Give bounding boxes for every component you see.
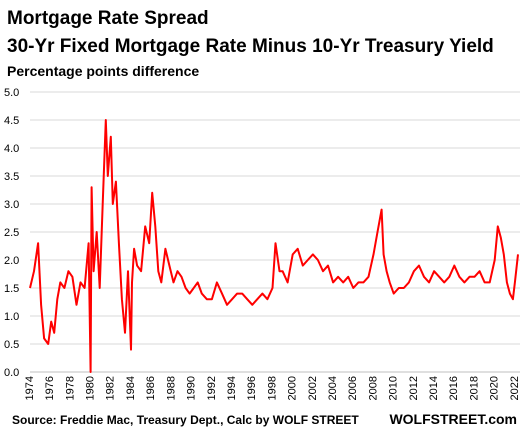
x-tick-label: 2012: [408, 376, 420, 400]
x-tick-label: 1988: [165, 376, 177, 400]
y-tick-label: 0.0: [4, 367, 19, 379]
x-axis-ticks: 1974 1976 1978 1980 1982 1984 1986 1988 1990 1992…: [24, 376, 521, 400]
x-tick-label: 2016: [448, 376, 460, 400]
y-axis-unit-label: Percentage points difference: [7, 63, 200, 79]
x-tick-label: 1992: [206, 376, 218, 400]
x-tick-label: 1982: [105, 376, 117, 400]
x-tick-label: 1996: [246, 376, 258, 400]
x-tick-label: 1990: [186, 376, 198, 400]
y-tick-label: 3.0: [4, 199, 19, 211]
x-tick-label: 2000: [287, 376, 299, 400]
series-line: [29, 119, 519, 373]
y-tick-label: 4.0: [4, 143, 19, 155]
x-tick-label: 1978: [64, 376, 76, 400]
x-tick-label: 2018: [468, 376, 480, 400]
x-tick-label: 1980: [85, 376, 97, 400]
x-tick-label: 1974: [24, 376, 36, 400]
x-tick-label: 2022: [509, 376, 521, 400]
x-tick-label: 2006: [347, 376, 359, 400]
y-tick-label: 2.5: [4, 227, 19, 239]
y-tick-label: 1.0: [4, 311, 19, 323]
brand-logo-text: WOLFSTREET.com: [389, 411, 517, 427]
x-tick-label: 2004: [327, 376, 339, 400]
y-axis-ticks: 0.0 0.5 1.0 1.5 2.0 2.5 3.0 3.5 4.0 4.5 5.0: [4, 87, 19, 379]
x-tick-label: 2008: [367, 376, 379, 400]
chart-title: Mortgage Rate Spread: [7, 8, 209, 29]
x-tick-label: 1984: [125, 376, 137, 400]
x-tick-label: 1994: [226, 376, 238, 400]
y-tick-label: 0.5: [4, 339, 19, 351]
gridlines: [30, 91, 520, 373]
y-tick-label: 4.5: [4, 115, 19, 127]
x-tick-label: 2010: [388, 376, 400, 400]
y-tick-label: 3.5: [4, 171, 19, 183]
y-tick-label: 1.5: [4, 283, 19, 295]
x-tick-label: 2014: [428, 376, 440, 400]
source-note: Source: Freddie Mac, Treasury Dept., Cal…: [12, 413, 359, 427]
x-tick-label: 1998: [266, 376, 278, 400]
chart-subtitle: 30-Yr Fixed Mortgage Rate Minus 10-Yr Tr…: [7, 36, 494, 57]
x-tick-label: 1986: [145, 376, 157, 400]
x-tick-label: 2002: [307, 376, 319, 400]
y-tick-label: 5.0: [4, 87, 19, 99]
x-tick-label: 1976: [44, 376, 56, 400]
x-tick-label: 2020: [489, 376, 501, 400]
y-tick-label: 2.0: [4, 255, 19, 267]
